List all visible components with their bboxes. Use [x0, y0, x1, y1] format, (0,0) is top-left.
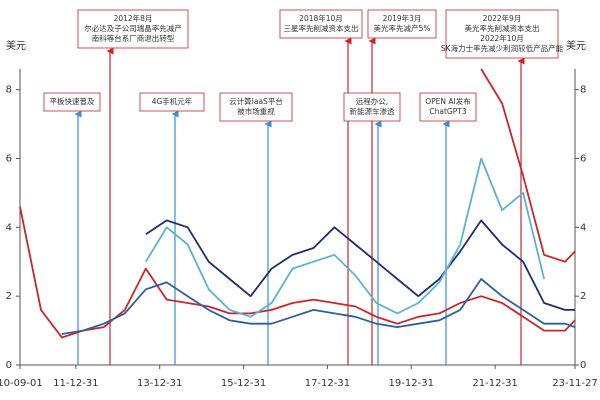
y-tick-label-right: 6 — [580, 153, 586, 164]
x-tick-label: 21-12-31 — [472, 378, 517, 389]
y-tick-label: 0 — [6, 360, 12, 371]
y-tick-label: 4 — [6, 222, 12, 233]
y-axis-label: 美元 — [6, 39, 26, 52]
annotation-box — [279, 9, 363, 39]
annotation-text: 2022年9月 — [483, 13, 522, 23]
annotation-text: 南科等台系厂商退出转型 — [92, 33, 175, 43]
annotation-text: 4G手机元年 — [152, 96, 193, 106]
x-tick-label: 13-12-31 — [137, 378, 182, 389]
x-tick-label: 23-11-27 — [552, 378, 597, 389]
y-tick-label-right: 4 — [580, 222, 586, 233]
annotation-text: 云计算IaaS平台 — [229, 96, 283, 106]
series-line — [145, 157, 545, 318]
y-tick-label: 8 — [6, 85, 12, 96]
annotation: 2022年9月美光率先削减资本支出2022年10月SK海力士率先减少利润较低产品… — [441, 9, 564, 365]
annotation-text: 美光率先减产5% — [374, 23, 431, 33]
series-line — [145, 219, 575, 311]
annotation-box — [419, 92, 477, 122]
annotation-text: 2018年10月 — [299, 13, 343, 23]
annotation-text: 尔必达及子公司瑞晶率先减产 — [84, 23, 182, 33]
y-tick-label: 2 — [6, 291, 12, 302]
y-tick-label-right: 2 — [580, 291, 586, 302]
annotation-text: 被市场重视 — [237, 106, 275, 116]
annotation: 远程办公,新能源车渗透 — [343, 92, 401, 365]
annotation: 4G手机元年 — [139, 92, 205, 365]
annotation-text: 平板快速普及 — [50, 96, 95, 106]
annotation-box — [77, 9, 189, 49]
annotation-text: OPEN AI发布 — [425, 96, 471, 106]
annotation-box — [367, 9, 437, 39]
y-tick-label-right: 8 — [580, 85, 586, 96]
annotation-text: 远程办公, — [356, 96, 388, 106]
series-line — [61, 278, 576, 335]
annotation: 平板快速普及 — [43, 92, 101, 365]
annotation-box — [43, 92, 101, 112]
annotation-text: 新能源车渗透 — [350, 106, 395, 116]
annotation-text: 三星率先削减资本支出 — [284, 23, 359, 33]
x-tick-label: 15-12-31 — [221, 378, 266, 389]
annotation-text: ChatGPT3 — [429, 107, 466, 116]
x-tick-label: 19-12-31 — [389, 378, 434, 389]
x-tick-label: 11-12-31 — [53, 378, 98, 389]
x-tick-label: 10-09-01 — [0, 378, 43, 389]
y-tick-label: 6 — [6, 153, 12, 164]
annotation-text: 美光率先削减资本支出 — [465, 23, 540, 33]
annotation-text: 2019年3月 — [383, 13, 422, 23]
series-line — [480, 68, 576, 263]
series-line — [19, 206, 576, 339]
y-axis-label-right: 美元 — [566, 39, 586, 52]
annotation-box — [139, 92, 205, 112]
annotation-text: 2012年8月 — [114, 13, 153, 23]
annotation-box — [343, 92, 401, 122]
x-tick-label: 17-12-31 — [305, 378, 350, 389]
annotation-box — [219, 92, 293, 122]
annotation-text: 2022年10月 — [480, 33, 524, 43]
y-tick-label-right: 0 — [580, 360, 586, 371]
annotation-text: SK海力士率先减少利润较低产品产能 — [441, 43, 564, 53]
annotation-box — [445, 9, 559, 59]
